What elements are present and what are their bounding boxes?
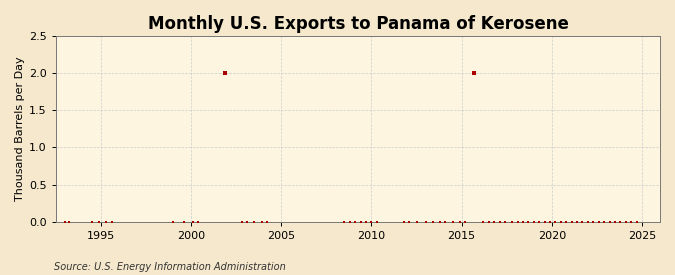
Point	[489, 219, 500, 224]
Point	[469, 71, 480, 75]
Point	[355, 219, 366, 224]
Point	[545, 219, 556, 224]
Point	[478, 219, 489, 224]
Point	[339, 219, 350, 224]
Point	[620, 219, 631, 224]
Point	[512, 219, 523, 224]
Point	[168, 219, 179, 224]
Point	[366, 219, 377, 224]
Point	[360, 219, 371, 224]
Point	[350, 219, 360, 224]
Point	[518, 219, 529, 224]
Point	[604, 219, 615, 224]
Point	[460, 219, 470, 224]
Point	[599, 219, 610, 224]
Point	[448, 219, 458, 224]
Point	[242, 219, 252, 224]
Title: Monthly U.S. Exports to Panama of Kerosene: Monthly U.S. Exports to Panama of Kerose…	[148, 15, 568, 33]
Point	[626, 219, 637, 224]
Point	[435, 219, 446, 224]
Point	[236, 219, 247, 224]
Point	[344, 219, 355, 224]
Point	[494, 219, 505, 224]
Point	[577, 219, 588, 224]
Point	[631, 219, 642, 224]
Point	[256, 219, 267, 224]
Point	[427, 219, 438, 224]
Point	[561, 219, 572, 224]
Point	[556, 219, 566, 224]
Point	[220, 71, 231, 75]
Point	[539, 219, 550, 224]
Point	[507, 219, 518, 224]
Point	[64, 219, 75, 224]
Point	[566, 219, 577, 224]
Point	[615, 219, 626, 224]
Point	[572, 219, 583, 224]
Point	[440, 219, 451, 224]
Point	[421, 219, 431, 224]
Point	[610, 219, 620, 224]
Point	[404, 219, 414, 224]
Point	[593, 219, 604, 224]
Point	[534, 219, 545, 224]
Text: Source: U.S. Energy Information Administration: Source: U.S. Energy Information Administ…	[54, 262, 286, 272]
Point	[188, 219, 198, 224]
Point	[529, 219, 539, 224]
Point	[588, 219, 599, 224]
Point	[583, 219, 593, 224]
Point	[261, 219, 272, 224]
Point	[398, 219, 409, 224]
Point	[94, 219, 105, 224]
Point	[371, 219, 382, 224]
Point	[550, 219, 561, 224]
Point	[249, 219, 260, 224]
Point	[100, 219, 111, 224]
Point	[107, 219, 117, 224]
Point	[59, 219, 70, 224]
Point	[193, 219, 204, 224]
Point	[483, 219, 494, 224]
Point	[500, 219, 510, 224]
Point	[86, 219, 97, 224]
Point	[411, 219, 422, 224]
Point	[454, 219, 465, 224]
Y-axis label: Thousand Barrels per Day: Thousand Barrels per Day	[15, 57, 25, 201]
Point	[179, 219, 190, 224]
Point	[523, 219, 534, 224]
